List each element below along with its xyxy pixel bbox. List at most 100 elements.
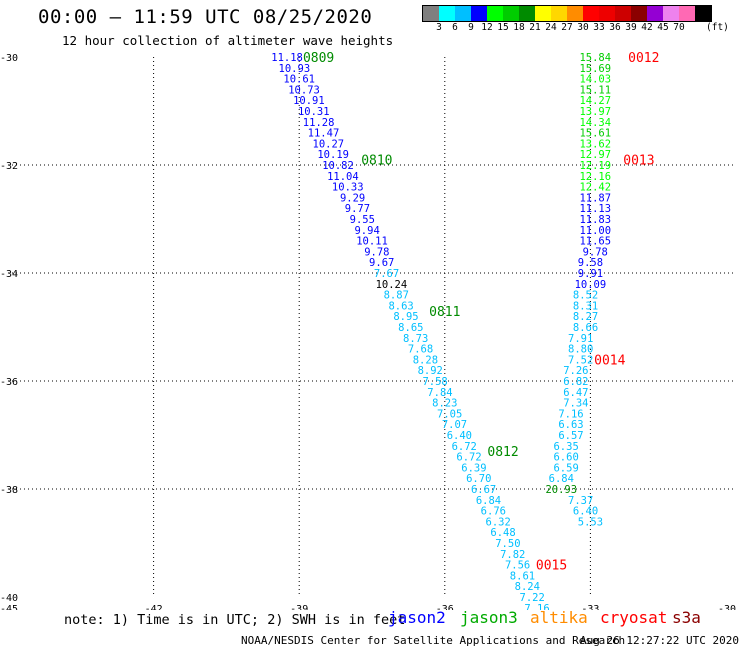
- colorbar-swatch: [647, 6, 663, 21]
- swh-value: 7.56: [505, 560, 530, 572]
- swh-value: 8.24: [515, 581, 540, 593]
- colorbar: [422, 5, 712, 22]
- colorbar-label: 12: [481, 22, 493, 33]
- swh-value: 6.40: [573, 506, 598, 518]
- swh-value: 8.52: [573, 290, 598, 302]
- x-tick-label: -36: [436, 604, 454, 610]
- swh-value: 13.97: [579, 106, 611, 118]
- swh-value: 8.73: [403, 333, 428, 345]
- swh-value: 6.35: [553, 441, 578, 453]
- legend-altika: altika: [530, 608, 588, 627]
- swh-value: 6.32: [486, 516, 511, 528]
- colorbar-label: 70: [673, 22, 685, 33]
- time-label: 0015: [536, 559, 567, 574]
- swh-value: 12.16: [579, 171, 611, 183]
- swh-value: 9.58: [578, 257, 603, 269]
- swh-value: 9.91: [578, 268, 603, 280]
- x-tick-label: -33: [581, 604, 599, 610]
- note-text: note: 1) Time is in UTC; 2) SWH is in fe…: [64, 612, 406, 628]
- swh-value: 7.50: [495, 538, 520, 550]
- time-label: 0013: [623, 154, 654, 169]
- swh-value: 12.97: [579, 149, 611, 161]
- swh-value: 6.47: [563, 387, 588, 399]
- swh-value: 10.09: [575, 279, 607, 291]
- colorbar-label: 3: [436, 22, 442, 33]
- colorbar-label: 24: [545, 22, 557, 33]
- page-subtitle: 12 hour collection of altimeter wave hei…: [62, 33, 394, 48]
- swh-value: 10.11: [356, 236, 388, 248]
- swh-value: 6.60: [553, 452, 578, 464]
- swh-value: 11.83: [579, 214, 611, 226]
- swh-value: 12.19: [579, 160, 611, 172]
- legend-cryosat: cryosat: [600, 608, 668, 627]
- swh-value: 11.00: [579, 225, 611, 237]
- legend-jason3: jason3: [460, 608, 518, 627]
- x-tick-label: -39: [290, 604, 308, 610]
- swh-value: 10.61: [283, 74, 315, 86]
- y-tick-label: -36: [0, 377, 18, 388]
- swh-value: 7.26: [563, 365, 588, 377]
- time-label: 0810: [361, 154, 392, 169]
- colorbar-swatch: [695, 6, 711, 21]
- swh-value: 7.67: [374, 268, 399, 280]
- colorbar-label: 39: [625, 22, 637, 33]
- swh-value: 13.62: [579, 138, 611, 150]
- wave-height-map: -45 -42 -39 -36 -33 -30 -40 -38 -36 -34 -32 -30 11.1…: [0, 51, 736, 610]
- colorbar-swatch: [567, 6, 583, 21]
- swh-value: 9.29: [340, 192, 365, 204]
- swh-value: 15.61: [579, 128, 611, 140]
- swh-value: 7.37: [568, 495, 593, 507]
- legend-s3a: s3a: [672, 608, 701, 627]
- swh-value: 14.34: [579, 117, 611, 129]
- swh-value: 8.95: [393, 311, 418, 323]
- time-label: 0014: [594, 353, 625, 368]
- swh-value: 7.84: [427, 387, 452, 399]
- swh-value: 7.68: [408, 344, 433, 356]
- swh-value: 9.78: [583, 246, 608, 258]
- colorbar-swatch: [439, 6, 455, 21]
- colorbar-label: 6: [452, 22, 458, 33]
- swh-value: 6.57: [558, 430, 583, 442]
- swh-value: 7.16: [558, 408, 583, 420]
- colorbar-swatch: [679, 6, 695, 21]
- time-label: 0809: [303, 51, 334, 66]
- colorbar-swatch: [599, 6, 615, 21]
- swh-value: 7.52: [568, 354, 593, 366]
- colorbar-label: 15: [497, 22, 509, 33]
- y-tick-label: -32: [0, 161, 18, 172]
- colorbar-label: 27: [561, 22, 573, 33]
- swh-value: 10.82: [322, 160, 354, 172]
- colorbar-swatch: [551, 6, 567, 21]
- swh-value: 7.82: [500, 549, 525, 561]
- swh-value: 10.19: [317, 149, 349, 161]
- swh-value: 8.80: [568, 344, 593, 356]
- colorbar-label: 42: [641, 22, 653, 33]
- swh-value: 8.65: [398, 322, 423, 334]
- swh-value: 8.61: [510, 570, 535, 582]
- colorbar-label: 33: [593, 22, 605, 33]
- x-tick-label: -30: [718, 604, 736, 610]
- swh-value: 9.55: [350, 214, 375, 226]
- swh-value: 10.93: [279, 63, 311, 75]
- swh-value: 6.72: [452, 441, 477, 453]
- swh-value: 11.47: [308, 128, 340, 140]
- colorbar-unit: (ft): [706, 22, 729, 33]
- swh-value: 7.07: [442, 419, 467, 431]
- swh-value: 7.34: [563, 398, 588, 410]
- swh-value: 15.69: [579, 63, 611, 75]
- swh-value: 6.40: [447, 430, 472, 442]
- colorbar-label: 21: [529, 22, 541, 33]
- colorbar-label: 30: [577, 22, 589, 33]
- swh-value: 9.67: [369, 257, 394, 269]
- swh-value: 6.70: [466, 473, 491, 485]
- page-title: 00:00 – 11:59 UTC 08/25/2020: [38, 6, 373, 28]
- y-tick-label: -34: [0, 269, 18, 280]
- y-tick-label: -30: [0, 53, 18, 64]
- x-tick-label: -45: [0, 604, 18, 610]
- swh-value: 11.04: [327, 171, 359, 183]
- colorbar-swatch: [503, 6, 519, 21]
- colorbar-swatch: [663, 6, 679, 21]
- swh-value: 14.27: [579, 95, 611, 107]
- swh-value: 8.31: [573, 300, 598, 312]
- colorbar-swatch: [519, 6, 535, 21]
